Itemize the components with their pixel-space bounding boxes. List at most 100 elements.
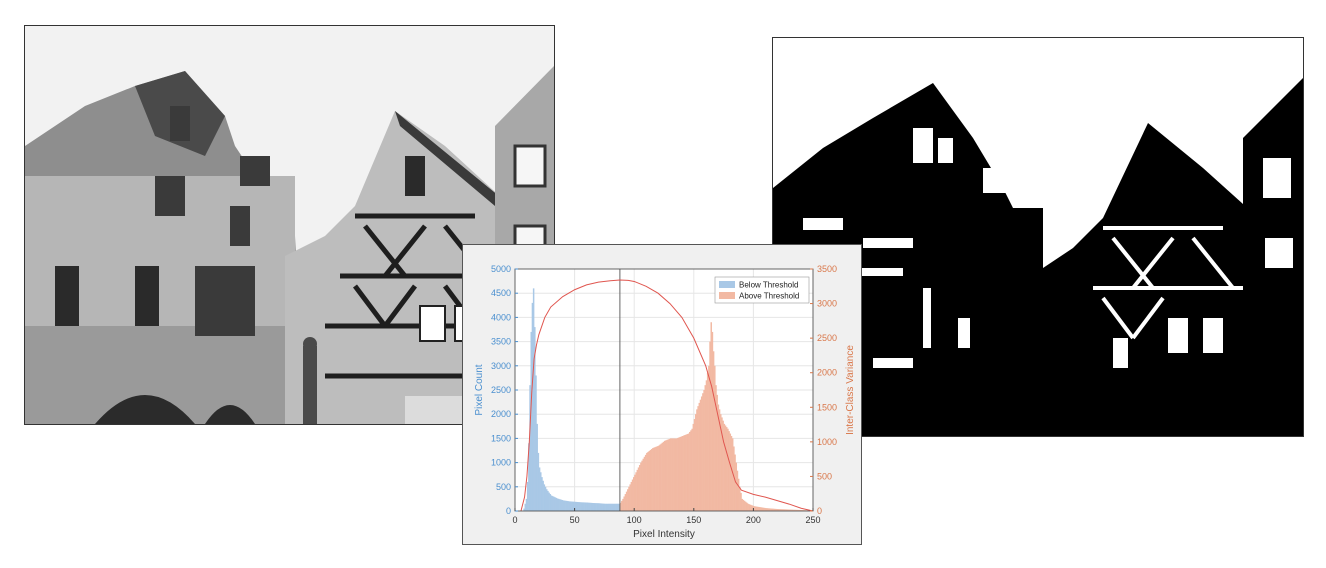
bar-above <box>697 406 699 511</box>
bar-below <box>572 501 574 511</box>
bar-below <box>566 500 568 511</box>
bar-below <box>616 503 618 511</box>
bar-below <box>536 423 538 511</box>
bar-below <box>562 500 565 511</box>
bar-below <box>525 498 528 511</box>
bar-above <box>666 439 668 511</box>
bar-above <box>679 436 681 511</box>
bar-above <box>727 428 729 511</box>
bar-above <box>791 509 794 511</box>
bar-below <box>554 497 556 511</box>
bar-above <box>628 486 630 511</box>
bar-above <box>686 434 689 511</box>
bar-below <box>587 502 590 511</box>
bar-below <box>603 503 605 511</box>
bar-above <box>678 437 680 511</box>
bar-above <box>733 446 735 511</box>
tick-label-right: 2000 <box>817 368 837 378</box>
bar-above <box>798 509 801 511</box>
bar-above <box>718 409 721 511</box>
binary-building-image <box>773 38 1303 436</box>
tick-label-x: 250 <box>805 515 820 525</box>
bar-above <box>629 484 631 511</box>
bar-above <box>725 427 728 511</box>
bar-above <box>638 465 641 511</box>
bar-above <box>742 499 745 511</box>
bar-below <box>581 502 584 511</box>
bar-below <box>609 503 611 511</box>
bar-below <box>557 498 560 511</box>
tick-label-left: 5000 <box>491 264 511 274</box>
tick-label-left: 1000 <box>491 458 511 468</box>
bar-above <box>690 430 692 511</box>
bar-above <box>723 423 726 511</box>
bar-above <box>778 509 780 511</box>
bar-above <box>649 450 652 511</box>
grayscale-building-image <box>25 26 554 424</box>
bar-above <box>669 438 672 511</box>
bar-above <box>659 444 661 511</box>
tick-label-left: 2500 <box>491 385 511 395</box>
y2-axis-label: Inter-Class Variance <box>845 345 856 435</box>
tick-label-x: 200 <box>746 515 761 525</box>
bar-above <box>730 435 733 511</box>
bar-below <box>597 503 599 511</box>
bar-below <box>556 498 559 511</box>
bar-below <box>532 288 535 511</box>
bar-above <box>636 469 639 511</box>
bar-above <box>721 417 723 511</box>
bar-above <box>729 433 732 511</box>
bar-below <box>523 508 525 511</box>
bar-above <box>656 446 659 511</box>
bar-below <box>584 502 586 511</box>
bar-below <box>561 499 563 511</box>
bar-above <box>647 451 649 511</box>
bar-below <box>528 443 530 511</box>
bar-below <box>610 503 612 511</box>
bar-below <box>593 503 596 511</box>
bar-above <box>644 454 647 511</box>
bar-above <box>654 447 656 511</box>
bar-above <box>802 510 804 511</box>
bar-below <box>606 503 609 511</box>
bar-above <box>627 489 629 511</box>
bar-above <box>675 438 678 511</box>
bar-above <box>765 508 767 511</box>
binary-photo <box>772 37 1304 437</box>
bar-above <box>759 507 761 511</box>
bar-above <box>748 504 751 511</box>
bar-below <box>582 502 585 511</box>
bar-above <box>790 509 792 511</box>
bar-below <box>612 503 615 511</box>
bar-above <box>753 506 755 511</box>
tick-label-x: 50 <box>570 515 580 525</box>
bar-below <box>567 501 569 511</box>
bar-above <box>693 419 696 511</box>
bar-below <box>540 472 542 511</box>
bar-above <box>747 503 749 511</box>
bar-above <box>786 509 789 511</box>
bar-below <box>535 375 537 511</box>
bar-above <box>621 500 623 511</box>
bar-below <box>569 501 572 511</box>
tick-label-right: 1000 <box>817 437 837 447</box>
bar-below <box>537 452 540 511</box>
bar-above <box>640 462 642 511</box>
y-axis-label: Pixel Count <box>474 364 485 415</box>
tick-label-left: 3500 <box>491 337 511 347</box>
bar-below <box>596 503 598 511</box>
histogram-chart: 0 500 1000 1500 2000 2500 3000 3500 4000 4500 5000… <box>462 244 862 545</box>
bar-above <box>658 445 660 511</box>
bar-above <box>671 438 673 511</box>
bar-above <box>783 509 785 511</box>
bar-above <box>731 438 734 511</box>
bar-above <box>785 509 788 511</box>
bar-above <box>782 509 784 511</box>
bar-below <box>611 503 614 511</box>
bar-above <box>722 420 724 511</box>
bar-below <box>538 467 541 511</box>
bar-below <box>578 502 580 511</box>
bar-below <box>571 501 573 511</box>
legend: Below Threshold Above Threshold <box>714 276 810 304</box>
bar-above <box>756 506 759 511</box>
